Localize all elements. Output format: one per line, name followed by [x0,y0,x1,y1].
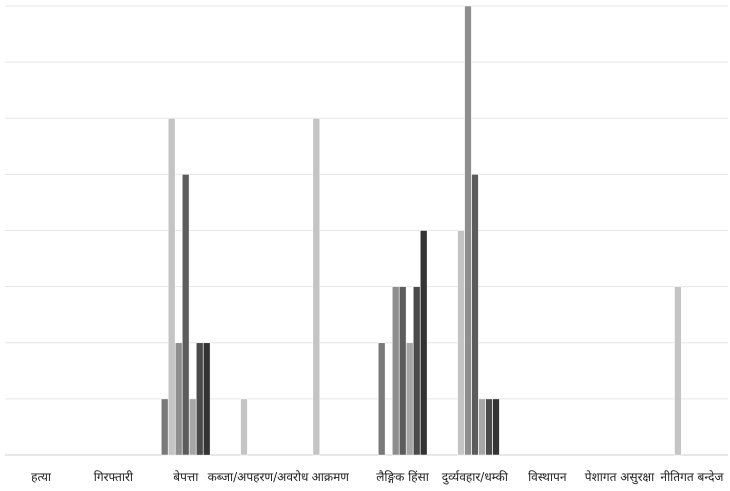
bar-2-series-6 [203,342,211,456]
bar-2-series-0 [161,398,169,456]
category-label: लैङ्गिक हिंसा [376,470,429,484]
bar-5-series-3 [399,286,407,456]
bar-2-series-2 [175,342,183,456]
category-label: बेपत्ता [173,470,199,484]
bar-5-series-6 [420,230,428,456]
bar-5-series-5 [413,286,421,456]
bar-5-series-4 [406,342,414,456]
bar-6-series-5 [485,398,493,456]
bar-6-series-4 [478,398,486,456]
bar-6-series-6 [492,398,500,456]
category-label: हत्या [31,470,52,484]
bars [161,5,682,456]
bar-3-series-1 [240,398,248,456]
category-label: विस्थापन [528,470,567,484]
bar-5-series-2 [392,286,400,456]
category-label: पेशागत असुरक्षा [585,470,655,485]
category-label: नीतिगत बन्देज [660,470,724,484]
gridlines [5,5,728,456]
bar-6-series-3 [471,174,479,456]
category-label: कब्जा/अपहरण/अवरोध [208,470,309,484]
bar-2-series-1 [168,118,176,456]
bar-9-series-1 [674,286,682,456]
bar-2-series-5 [196,342,204,456]
category-label: आक्रमण [312,470,350,484]
category-label: दुर्व्यवहार/धम्की [442,470,509,485]
bar-2-series-4 [189,398,197,456]
bar-4-series-1 [312,118,320,456]
bar-6-series-2 [464,5,472,456]
bar-5-series-0 [378,342,386,456]
bar-2-series-3 [182,174,190,456]
category-labels: हत्या गिरफ्तारी बेपत्ता कब्जा/अपहरण/अवरोध आक… [31,470,724,485]
bar-6-series-1 [457,230,465,456]
category-label: गिरफ्तारी [94,470,134,484]
